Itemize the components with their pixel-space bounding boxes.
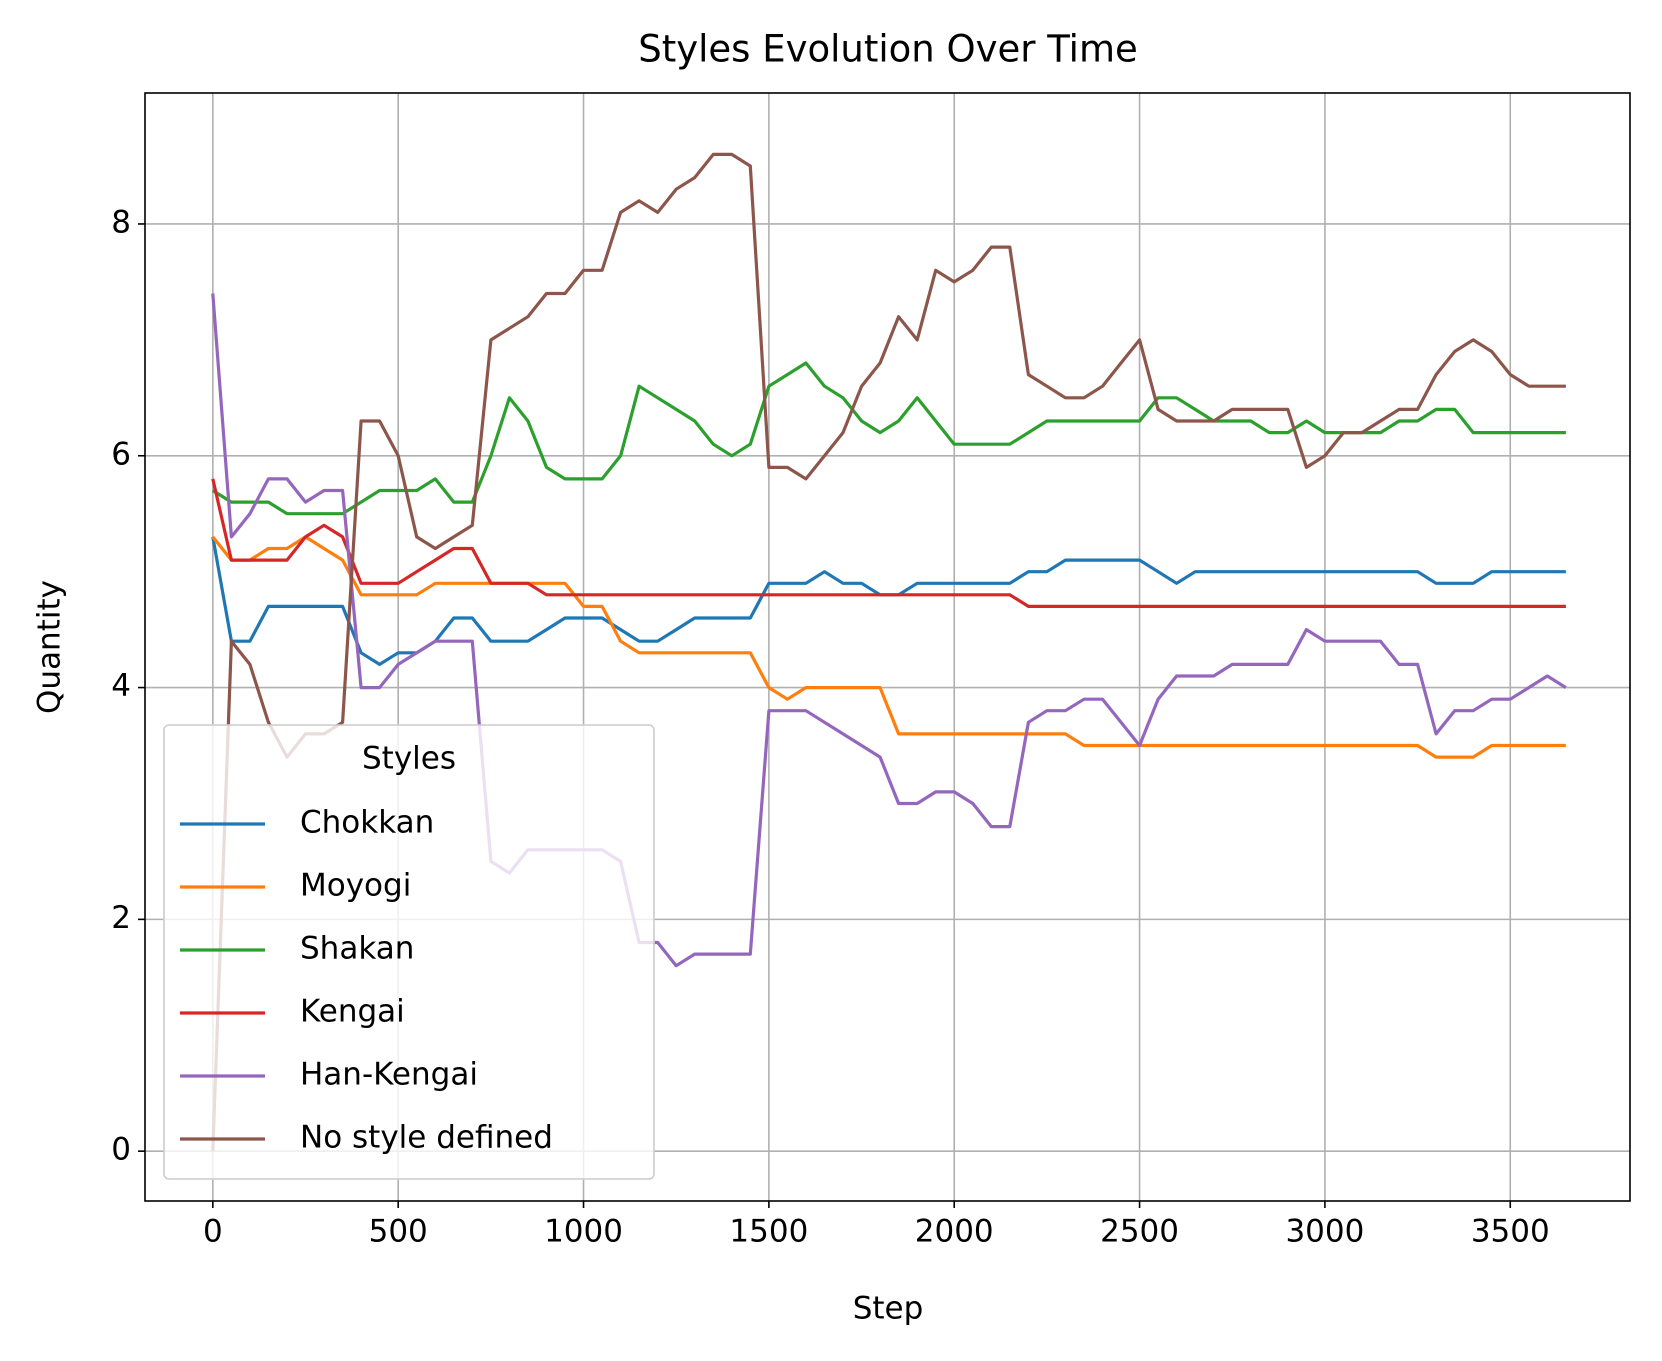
x-tick-label: 1500	[729, 1214, 808, 1250]
x-tick-label: 2000	[915, 1214, 994, 1250]
x-tick-label: 0	[203, 1214, 223, 1250]
chart-title: Styles Evolution Over Time	[638, 28, 1138, 71]
series-line	[211, 152, 1566, 1152]
legend-title: Styles	[362, 741, 456, 777]
axes-frame	[144, 92, 1631, 1202]
legend-box	[163, 724, 655, 1180]
legend-label: Moyogi	[300, 868, 411, 904]
axes: 0 500 1000 1500 2000 2500 3000 3500 0 2 4 6 8	[111, 204, 1549, 1249]
x-tick-label: 3500	[1471, 1214, 1550, 1250]
legend-label: Chokkan	[300, 805, 434, 841]
legend-label: No style defined	[300, 1120, 553, 1156]
x-axis-label: Step	[853, 1291, 924, 1327]
y-tick-label: 0	[111, 1132, 131, 1168]
legend-label: Shakan	[300, 931, 414, 967]
y-axis-label: Quantity	[32, 580, 68, 714]
legend-label: Han-Kengai	[300, 1057, 478, 1093]
y-tick-label: 8	[111, 204, 131, 240]
series-line	[211, 535, 1566, 759]
series-line	[211, 361, 1566, 516]
y-tick-label: 4	[111, 668, 131, 704]
plot-lines	[211, 152, 1567, 1152]
y-tick-label: 6	[111, 436, 131, 472]
x-tick-label: 500	[369, 1214, 428, 1250]
y-tick-label: 2	[111, 900, 131, 936]
series-line	[211, 293, 1567, 968]
series-line	[211, 478, 1566, 608]
legend-label: Kengai	[300, 994, 405, 1030]
x-tick-label: 1000	[544, 1214, 623, 1250]
x-tick-label: 3000	[1285, 1214, 1364, 1250]
x-tick-label: 2500	[1100, 1214, 1179, 1250]
legend: Styles Chokkan Moyogi Shakan Kengai Han-Kenga…	[163, 724, 655, 1180]
